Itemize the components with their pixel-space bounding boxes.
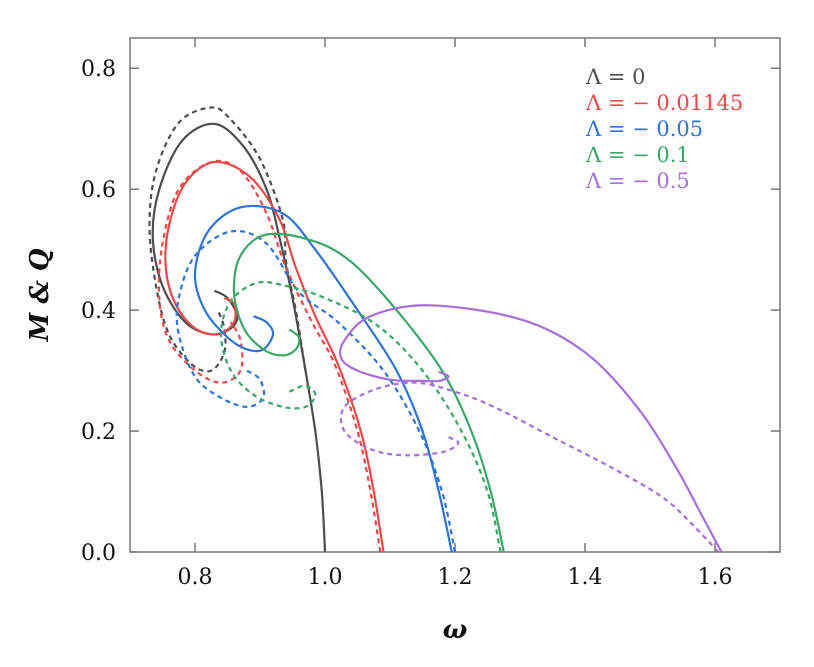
y-tick-label: 0.6	[81, 178, 116, 203]
series-2-Q-line	[175, 229, 457, 553]
x-tick-label: 1.4	[568, 565, 603, 590]
y-axis-label: M & Q	[25, 248, 55, 342]
x-tick-label: 1.6	[698, 565, 733, 590]
series-1-Q-line	[157, 159, 382, 553]
axis-ticks: 0.8 1.0 1.2 1.4 1.6 0.0 0.2 0.4 0.6 0.8	[81, 38, 780, 590]
legend-entry-3: Λ = − 0.1	[585, 143, 690, 167]
y-tick-label: 0.0	[81, 541, 116, 566]
series-2-M-line	[193, 204, 453, 553]
x-tick-label: 0.8	[178, 565, 213, 590]
x-tick-label: 1.2	[438, 565, 473, 590]
series-4-M-line	[338, 304, 723, 553]
legend-entry-1: Λ = − 0.01145	[585, 91, 743, 115]
series-0-M-line	[151, 122, 327, 553]
series-3-Q-line	[219, 280, 502, 553]
legend-entry-0: Λ = 0	[585, 65, 645, 89]
series-0-Q-line	[148, 106, 307, 373]
x-axis-label: ω	[443, 615, 468, 645]
series-1-M-line	[164, 160, 385, 553]
legend-entry-4: Λ = − 0.5	[585, 169, 690, 193]
series-3-M-line	[232, 232, 505, 553]
x-tick-label: 1.0	[308, 565, 343, 590]
series-4-Q-line	[339, 381, 720, 553]
series-layer	[148, 106, 723, 553]
y-tick-label: 0.2	[81, 420, 116, 445]
legend-entry-2: Λ = − 0.05	[585, 117, 703, 141]
y-tick-label: 0.8	[81, 57, 116, 82]
y-tick-label: 0.4	[81, 299, 116, 324]
